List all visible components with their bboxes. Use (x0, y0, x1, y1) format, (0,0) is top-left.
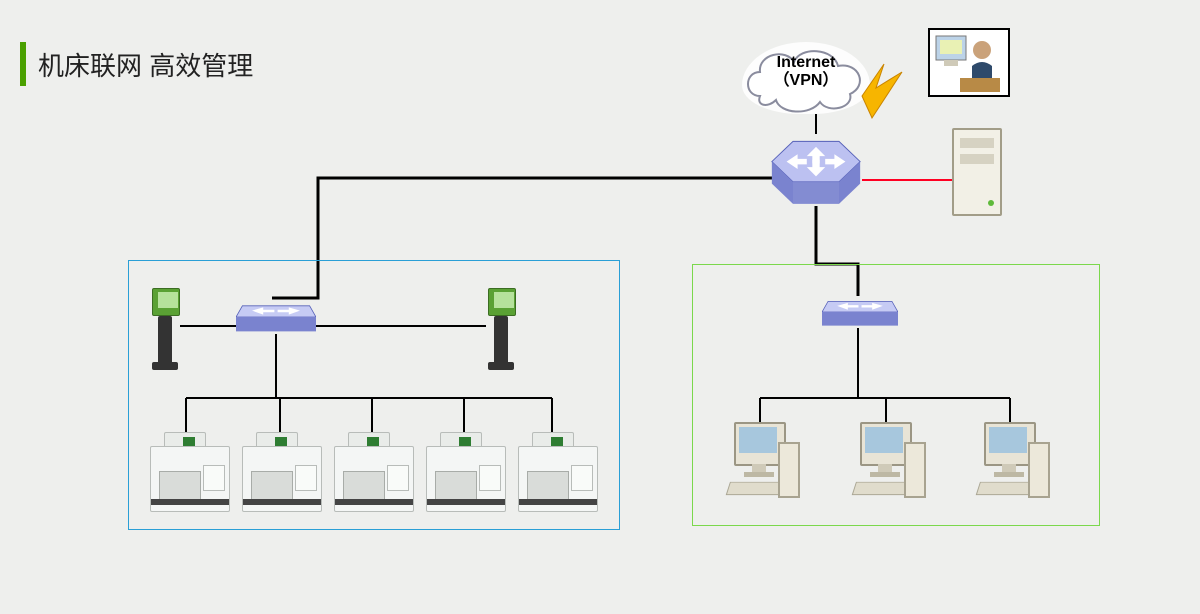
kiosk-terminal (150, 288, 180, 370)
cnc-machine (426, 432, 506, 512)
cnc-machine (150, 432, 230, 512)
workstation-pc (728, 422, 800, 502)
cnc-machine (242, 432, 322, 512)
cnc-machine (518, 432, 598, 512)
cloud-label: Internet （VPN） (742, 54, 870, 94)
kiosk-terminal (486, 288, 516, 370)
cloud-label-line2: （VPN） (742, 72, 870, 90)
main-router-icon (770, 134, 862, 211)
server-icon (952, 128, 1002, 216)
workstation-pc (978, 422, 1050, 502)
cloud-label-line1: Internet (742, 54, 870, 72)
operator-photo (928, 28, 1010, 97)
cnc-machine (334, 432, 414, 512)
workstation-pc (854, 422, 926, 502)
